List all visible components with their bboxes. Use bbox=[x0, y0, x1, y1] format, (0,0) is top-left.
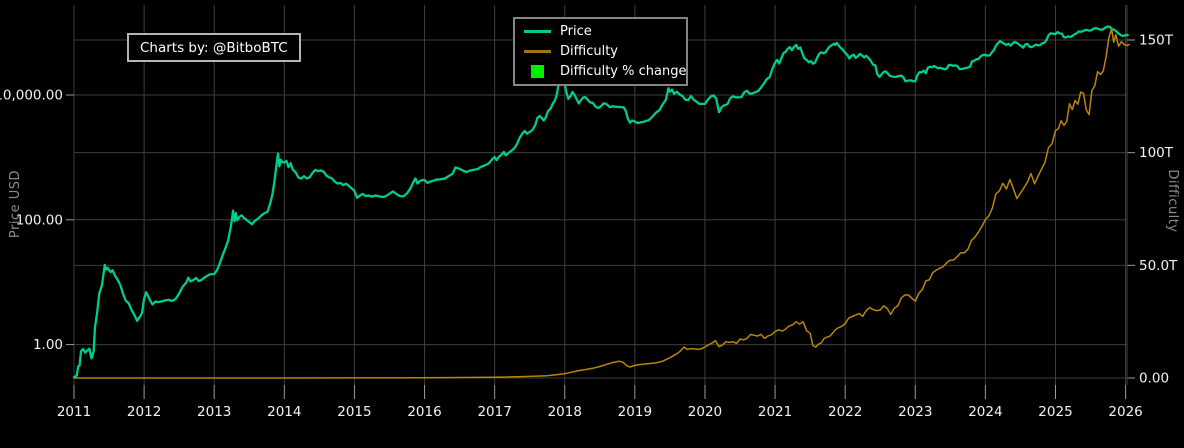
legend-label-difficulty: Difficulty bbox=[560, 44, 618, 59]
svg-text:150T: 150T bbox=[1139, 32, 1174, 48]
legend-item-difficulty-pct-change[interactable]: Difficulty % change bbox=[515, 62, 686, 81]
legend-item-price[interactable]: Price bbox=[515, 22, 686, 41]
svg-text:2012: 2012 bbox=[127, 404, 161, 420]
svg-text:100T: 100T bbox=[1139, 145, 1174, 161]
price-series-line bbox=[72, 25, 1129, 379]
price-line-icon bbox=[515, 30, 560, 33]
svg-text:2018: 2018 bbox=[548, 404, 582, 420]
legend-label-price: Price bbox=[560, 24, 592, 39]
svg-text:2023: 2023 bbox=[898, 404, 932, 420]
svg-text:2024: 2024 bbox=[968, 404, 1002, 420]
difficulty-pct-square-icon bbox=[515, 65, 560, 78]
svg-text:2020: 2020 bbox=[688, 404, 722, 420]
svg-text:2013: 2013 bbox=[197, 404, 231, 420]
difficulty-axis-title: Difficulty bbox=[1165, 169, 1180, 232]
watermark-box: Charts by: @BitboBTC bbox=[127, 33, 301, 62]
svg-text:2026: 2026 bbox=[1108, 404, 1142, 420]
legend-item-difficulty[interactable]: Difficulty bbox=[515, 42, 686, 61]
price-axis-title: Price USD bbox=[8, 170, 23, 238]
svg-text:2016: 2016 bbox=[407, 404, 441, 420]
svg-text:100.00: 100.00 bbox=[16, 212, 63, 228]
svg-text:2025: 2025 bbox=[1038, 404, 1072, 420]
watermark-text: Charts by: @BitboBTC bbox=[140, 39, 288, 56]
svg-text:2011: 2011 bbox=[57, 404, 91, 420]
difficulty-line-icon bbox=[515, 50, 560, 53]
svg-text:2014: 2014 bbox=[267, 404, 301, 420]
svg-text:2022: 2022 bbox=[828, 404, 862, 420]
svg-text:2019: 2019 bbox=[618, 404, 652, 420]
legend: Price Difficulty Difficulty % change bbox=[513, 17, 688, 86]
svg-text:2021: 2021 bbox=[758, 404, 792, 420]
svg-text:10,000.00: 10,000.00 bbox=[0, 88, 63, 104]
svg-text:2017: 2017 bbox=[477, 404, 511, 420]
svg-text:50.0T: 50.0T bbox=[1139, 258, 1178, 274]
difficulty-series-line bbox=[73, 27, 1130, 379]
svg-text:0.00: 0.00 bbox=[1139, 371, 1169, 387]
svg-text:2015: 2015 bbox=[337, 404, 371, 420]
svg-text:1.00: 1.00 bbox=[33, 337, 63, 353]
legend-label-difficulty-pct-change: Difficulty % change bbox=[560, 64, 687, 79]
